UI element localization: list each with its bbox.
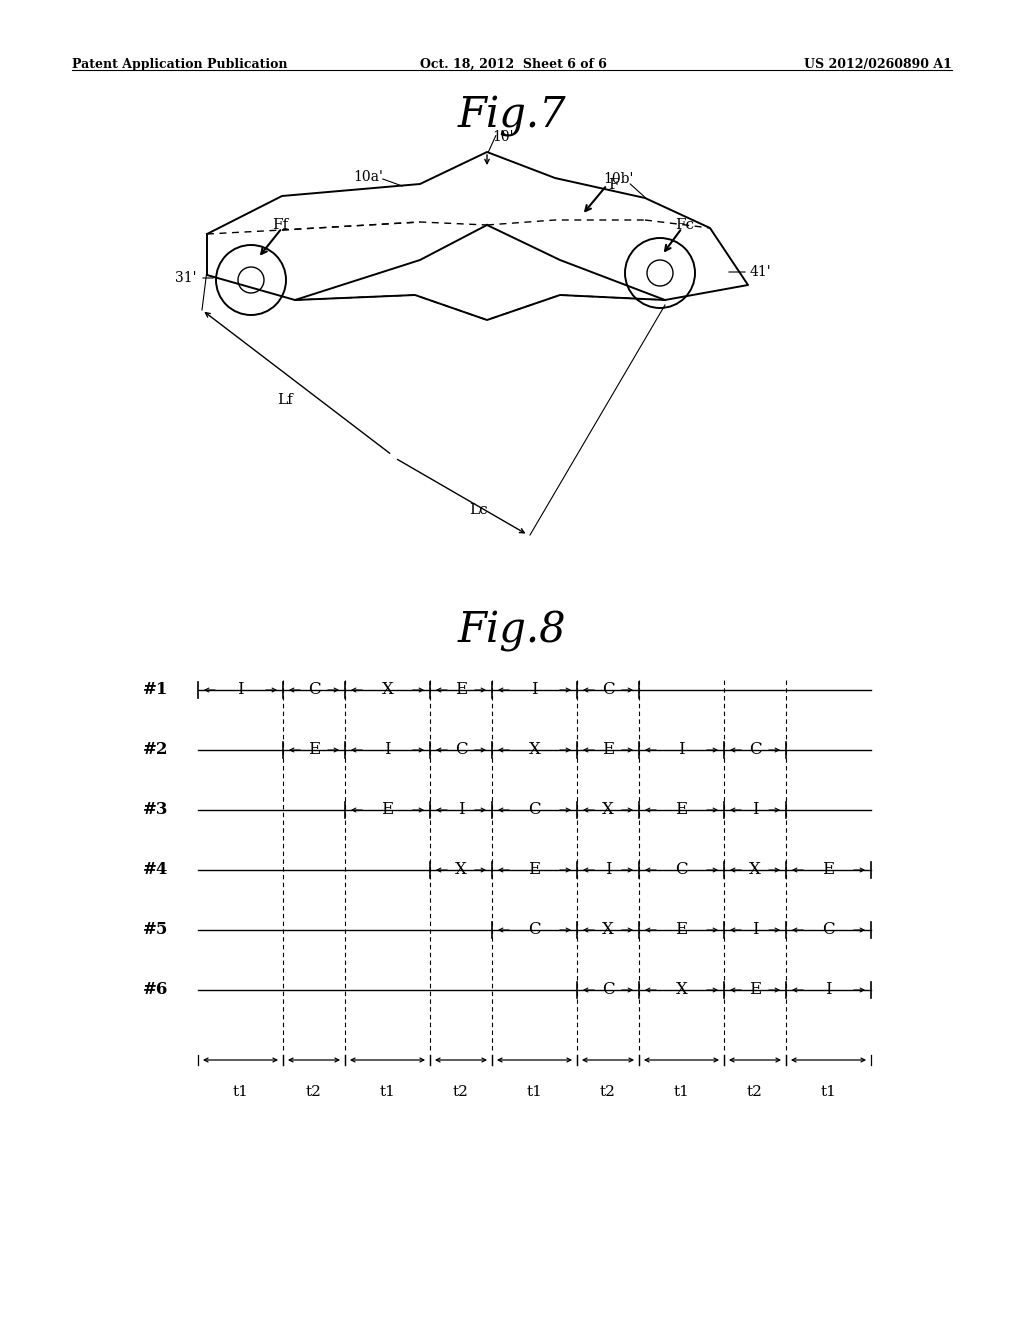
Text: I: I [531,681,538,698]
Text: X: X [676,982,687,998]
Text: t2: t2 [600,1085,616,1100]
Text: X: X [382,681,393,698]
Text: t1: t1 [380,1085,395,1100]
Text: E: E [602,742,614,759]
Text: #4: #4 [142,862,168,879]
Text: #5: #5 [142,921,168,939]
Text: Fig.7: Fig.7 [458,95,566,137]
Text: X: X [602,921,614,939]
Text: E: E [308,742,321,759]
Text: C: C [528,801,541,818]
Text: US 2012/0260890 A1: US 2012/0260890 A1 [804,58,952,71]
Text: I: I [752,801,759,818]
Text: I: I [458,801,464,818]
Text: C: C [602,681,614,698]
Text: Oct. 18, 2012  Sheet 6 of 6: Oct. 18, 2012 Sheet 6 of 6 [420,58,607,71]
Text: C: C [675,862,688,879]
Text: E: E [822,862,835,879]
Text: C: C [455,742,467,759]
Text: X: X [602,801,614,818]
Text: t1: t1 [232,1085,249,1100]
Text: E: E [749,982,761,998]
Text: I: I [678,742,685,759]
Text: t1: t1 [526,1085,543,1100]
Text: X: X [528,742,541,759]
Text: t2: t2 [748,1085,763,1100]
Text: E: E [528,862,541,879]
Text: t2: t2 [306,1085,322,1100]
Text: Patent Application Publication: Patent Application Publication [72,58,288,71]
Text: X: X [750,862,761,879]
Text: C: C [749,742,761,759]
Text: E: E [676,801,688,818]
Text: E: E [455,681,467,698]
Text: #3: #3 [142,801,168,818]
Text: I: I [238,681,244,698]
Text: C: C [602,982,614,998]
Text: X: X [455,862,467,879]
Text: I: I [752,921,759,939]
Text: C: C [528,921,541,939]
Text: t1: t1 [674,1085,689,1100]
Text: I: I [384,742,391,759]
Text: t1: t1 [820,1085,837,1100]
Text: #6: #6 [142,982,168,998]
Text: 10a': 10a' [353,170,383,183]
Text: C: C [822,921,835,939]
Text: Lf: Lf [278,393,293,407]
Text: F: F [608,178,618,191]
Text: E: E [676,921,688,939]
Text: Fc: Fc [675,218,694,232]
Text: 41': 41' [750,265,772,279]
Text: 10b': 10b' [603,172,634,186]
Text: #1: #1 [142,681,168,698]
Text: I: I [825,982,831,998]
Text: 10': 10' [492,129,513,144]
Text: Lc: Lc [469,503,487,517]
Text: I: I [605,862,611,879]
Text: #2: #2 [142,742,168,759]
Text: 31': 31' [174,271,196,285]
Text: E: E [381,801,393,818]
Text: C: C [307,681,321,698]
Text: Fig.8: Fig.8 [458,610,566,652]
Text: Ff: Ff [272,218,288,232]
Text: t2: t2 [453,1085,469,1100]
